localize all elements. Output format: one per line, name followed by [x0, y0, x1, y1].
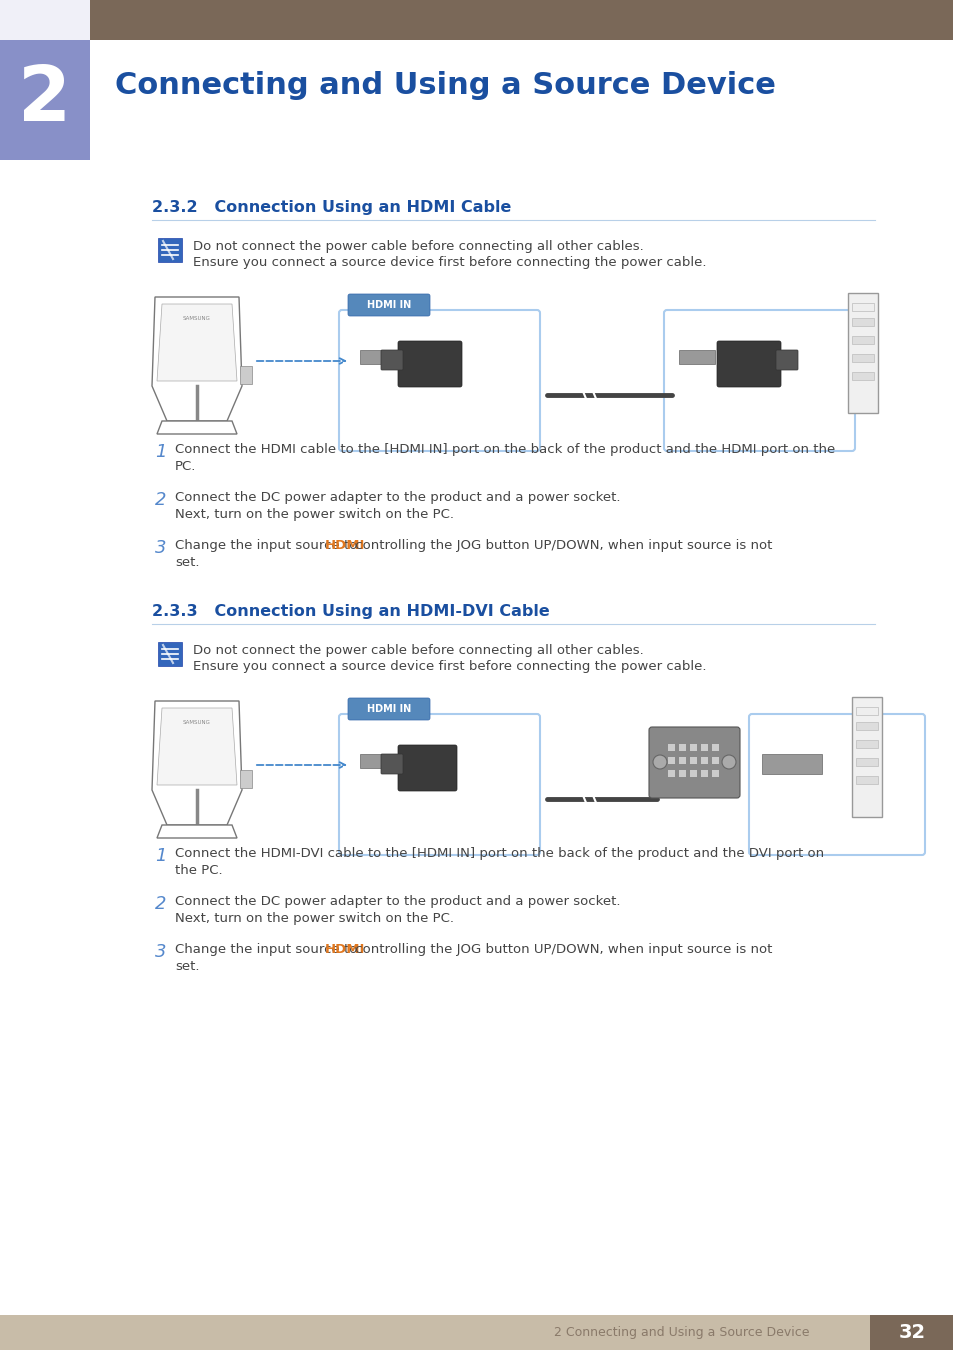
- Bar: [0, 40, 90, 161]
- Bar: [700, 769, 707, 778]
- Text: 3: 3: [154, 944, 167, 961]
- Bar: [359, 755, 395, 768]
- Bar: [761, 755, 821, 774]
- Bar: [851, 697, 882, 817]
- FancyBboxPatch shape: [397, 342, 461, 387]
- Text: Change the input source to: Change the input source to: [174, 944, 361, 956]
- Text: Connect the HDMI cable to the [HDMI IN] port on the back of the product and the : Connect the HDMI cable to the [HDMI IN] …: [174, 443, 835, 456]
- Text: Do not connect the power cable before connecting all other cables.: Do not connect the power cable before co…: [193, 644, 643, 657]
- Bar: [679, 757, 685, 764]
- Bar: [679, 350, 714, 365]
- FancyBboxPatch shape: [380, 755, 402, 774]
- Text: Connecting and Using a Source Device: Connecting and Using a Source Device: [115, 72, 775, 100]
- FancyBboxPatch shape: [397, 745, 456, 791]
- Bar: [869, 1315, 953, 1350]
- Text: SAMSUNG: SAMSUNG: [183, 316, 211, 321]
- Bar: [711, 744, 719, 751]
- Text: controlling the JOG button UP/DOWN, when input source is not: controlling the JOG button UP/DOWN, when…: [351, 944, 771, 956]
- Text: Next, turn on the power switch on the PC.: Next, turn on the power switch on the PC…: [174, 508, 454, 521]
- Polygon shape: [152, 297, 242, 421]
- FancyBboxPatch shape: [380, 350, 402, 370]
- Polygon shape: [157, 825, 236, 838]
- Bar: [855, 740, 877, 748]
- Bar: [711, 769, 719, 778]
- Bar: [158, 238, 182, 262]
- Text: HDMI: HDMI: [325, 539, 365, 552]
- Bar: [851, 373, 873, 379]
- Text: 2.3.2   Connection Using an HDMI Cable: 2.3.2 Connection Using an HDMI Cable: [152, 200, 511, 215]
- Bar: [851, 319, 873, 325]
- Bar: [0, 1315, 953, 1350]
- Text: 2: 2: [154, 895, 167, 913]
- Text: PC.: PC.: [174, 460, 196, 472]
- FancyBboxPatch shape: [748, 714, 924, 855]
- Circle shape: [652, 755, 666, 770]
- Bar: [711, 757, 719, 764]
- Bar: [679, 769, 685, 778]
- Bar: [158, 643, 182, 666]
- Polygon shape: [152, 701, 242, 825]
- Text: Ensure you connect a source device first before connecting the power cable.: Ensure you connect a source device first…: [193, 256, 706, 269]
- Bar: [679, 744, 685, 751]
- Text: 32: 32: [898, 1323, 924, 1342]
- Text: controlling the JOG button UP/DOWN, when input source is not: controlling the JOG button UP/DOWN, when…: [351, 539, 771, 552]
- Text: HDMI IN: HDMI IN: [367, 300, 411, 310]
- Text: Change the input source to: Change the input source to: [174, 539, 361, 552]
- Bar: [359, 350, 395, 365]
- Bar: [855, 722, 877, 730]
- Bar: [855, 776, 877, 784]
- Bar: [667, 769, 675, 778]
- Polygon shape: [157, 707, 236, 784]
- Bar: [855, 757, 877, 765]
- Text: set.: set.: [174, 556, 199, 568]
- FancyBboxPatch shape: [775, 350, 797, 370]
- FancyBboxPatch shape: [348, 294, 430, 316]
- Polygon shape: [157, 304, 236, 381]
- FancyBboxPatch shape: [338, 310, 539, 451]
- Text: 1: 1: [154, 443, 167, 460]
- FancyBboxPatch shape: [663, 310, 854, 451]
- Polygon shape: [157, 421, 236, 433]
- Text: Connect the DC power adapter to the product and a power socket.: Connect the DC power adapter to the prod…: [174, 895, 619, 909]
- Text: HDMI: HDMI: [325, 944, 365, 956]
- Bar: [240, 769, 252, 788]
- FancyBboxPatch shape: [648, 728, 740, 798]
- Bar: [240, 366, 252, 383]
- Bar: [851, 336, 873, 344]
- FancyBboxPatch shape: [717, 342, 781, 387]
- FancyBboxPatch shape: [338, 714, 539, 855]
- Bar: [689, 769, 697, 778]
- Bar: [689, 744, 697, 751]
- Bar: [855, 707, 877, 716]
- Bar: [667, 757, 675, 764]
- Text: HDMI IN: HDMI IN: [367, 703, 411, 714]
- Text: 3: 3: [154, 539, 167, 558]
- Bar: [0, 0, 90, 161]
- Text: Ensure you connect a source device first before connecting the power cable.: Ensure you connect a source device first…: [193, 660, 706, 674]
- Text: SAMSUNG: SAMSUNG: [183, 720, 211, 725]
- Text: 2: 2: [18, 63, 71, 136]
- Text: 2.3.3   Connection Using an HDMI-DVI Cable: 2.3.3 Connection Using an HDMI-DVI Cable: [152, 603, 549, 620]
- Text: 1: 1: [154, 846, 167, 865]
- Bar: [689, 757, 697, 764]
- Circle shape: [721, 755, 735, 770]
- Text: Connect the HDMI-DVI cable to the [HDMI IN] port on the back of the product and : Connect the HDMI-DVI cable to the [HDMI …: [174, 846, 823, 860]
- Text: 2: 2: [154, 491, 167, 509]
- Text: Do not connect the power cable before connecting all other cables.: Do not connect the power cable before co…: [193, 240, 643, 252]
- Bar: [700, 757, 707, 764]
- Bar: [847, 293, 877, 413]
- FancyBboxPatch shape: [348, 698, 430, 720]
- Bar: [851, 354, 873, 362]
- Bar: [851, 302, 873, 311]
- Bar: [700, 744, 707, 751]
- Text: 2 Connecting and Using a Source Device: 2 Connecting and Using a Source Device: [554, 1326, 809, 1339]
- Text: Next, turn on the power switch on the PC.: Next, turn on the power switch on the PC…: [174, 913, 454, 925]
- Text: the PC.: the PC.: [174, 864, 222, 878]
- Bar: [0, 0, 953, 40]
- Text: set.: set.: [174, 960, 199, 973]
- Text: Connect the DC power adapter to the product and a power socket.: Connect the DC power adapter to the prod…: [174, 491, 619, 504]
- Bar: [667, 744, 675, 751]
